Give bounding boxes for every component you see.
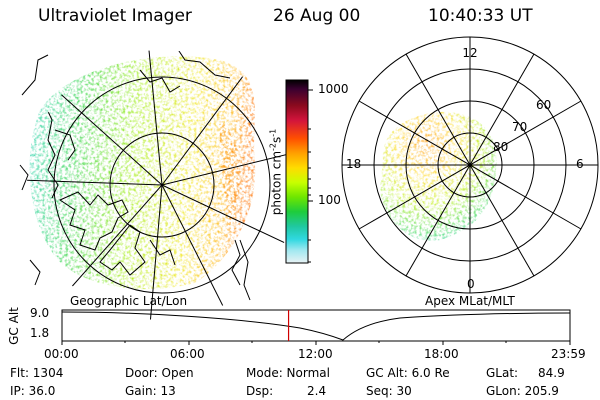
- time-label: 10:40:33 UT: [428, 6, 533, 26]
- info-ip: IP: 36.0: [10, 384, 56, 398]
- left-panel-label: Geographic Lat/Lon: [70, 294, 188, 308]
- colorbar-tick-100: 100: [318, 193, 341, 207]
- info-gain: Gain: 13: [125, 384, 176, 398]
- colorbar-tick-1000: 1000: [318, 82, 349, 96]
- info-glat: GLat:: [486, 366, 519, 380]
- lat-circle-outer: [53, 76, 271, 294]
- timeline-xtick-1200: 12:00: [298, 347, 333, 361]
- mlt-label-6: 6: [576, 157, 584, 171]
- mlt-label-0: 0: [467, 277, 475, 291]
- apex-polar-plot: [341, 36, 599, 294]
- instrument-title: Ultraviolet Imager: [38, 6, 192, 26]
- timeline-xtick-1800: 18:00: [424, 347, 459, 361]
- mlat-label-80: 80: [493, 140, 509, 154]
- colorbar-unit-label: photon cm-2s-1: [268, 128, 284, 216]
- timeline-xtick-0000: 00:00: [44, 347, 79, 361]
- geographic-image: [19, 50, 297, 320]
- timeline-xtick-2359: 23:59: [551, 347, 586, 361]
- info-gc-alt: GC Alt: 6.0 Re: [366, 366, 450, 380]
- info-mode: Mode: Normal: [246, 366, 330, 380]
- mlat-label-60: 60: [536, 98, 552, 112]
- info-flt: Flt: 1304: [10, 366, 64, 380]
- mlt-label-12: 12: [462, 46, 478, 60]
- info-glon: GLon: 205.9: [486, 384, 559, 398]
- lat-circle-inner: [109, 132, 215, 238]
- mlat-label-70: 70: [512, 120, 528, 134]
- right-panel-label: Apex MLat/MLT: [425, 294, 515, 308]
- mlt-label-18: 18: [346, 157, 362, 171]
- colorbar: [285, 79, 313, 264]
- timeline-xtick-0600: 06:00: [170, 347, 205, 361]
- info-door: Door: Open: [125, 366, 194, 380]
- timeline-ytick-1-8: 1.8: [30, 326, 50, 340]
- info-glat-value: 84.9: [538, 366, 565, 380]
- timeline-ytick-9: 9.0: [30, 306, 50, 320]
- date-label: 26 Aug 00: [273, 6, 361, 26]
- timeline-plot: [61, 309, 571, 345]
- info-seq: Seq: 30: [366, 384, 412, 398]
- info-dsp-value: 2.4: [307, 384, 327, 398]
- timeline-axis-label: GC Alt: [7, 307, 21, 345]
- info-dsp: Dsp:: [246, 384, 274, 398]
